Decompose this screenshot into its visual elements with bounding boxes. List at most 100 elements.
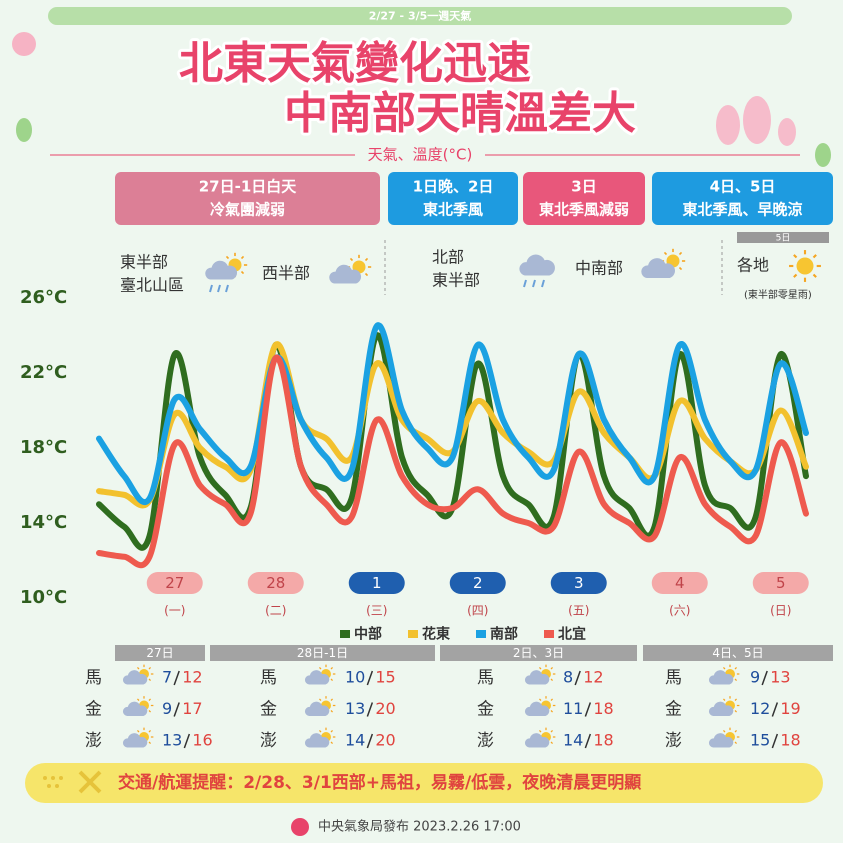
notice: 交通/航運提醒：2/28、3/1西部+馬祖，易霧/低雲，夜晚清晨更明顯 [118,772,641,793]
notice-icon [43,776,63,788]
legend-label: 花東 [422,626,450,643]
temp-high: 20 [375,731,395,750]
temp-slash [173,670,180,686]
title-line: 北東天氣變化迅速 [179,38,531,89]
temp-slash [366,733,374,749]
temp-low: 13 [162,731,182,750]
region: 各地 [737,256,769,275]
day-weekday: (二) [265,604,286,618]
region: 北部 [432,248,464,267]
island-name: 澎 [477,731,494,751]
day-pill [752,572,809,594]
legend-swatch [476,630,486,638]
y-tick-label: 14°C [20,512,67,533]
notice-bar [25,763,823,803]
island-name: 金 [477,700,494,720]
legend-label: 中部 [354,626,382,643]
region: 西半部 [262,264,310,283]
island-name: 馬 [477,668,494,688]
temp-slash [584,702,592,717]
y-tick-label: 10°C [20,587,67,608]
temp-high: 16 [192,731,212,750]
period-box [388,172,518,225]
group-header-text: 4日、5日 [712,646,763,660]
region: 東半部 [432,271,480,290]
temp-high: 12 [583,668,603,687]
group-header [643,645,833,661]
subtitle: 天氣、溫度(°C) [368,146,473,164]
day-date: 27 [165,574,184,592]
temp-high: 18 [780,731,800,750]
temp-high: 17 [182,699,202,718]
logo [291,818,309,836]
temp-slash [183,733,191,749]
temp-slash [366,670,374,686]
day-date: 28 [266,574,285,592]
temp-slash [366,702,374,717]
period-label: 27日-1日白天 [199,178,298,196]
day-weekday: (六) [669,604,690,618]
period-pill [48,7,792,25]
island-name: 金 [665,700,682,720]
legend-swatch [544,630,554,638]
period-text: 2/27 - 3/5一週天氣 [369,9,472,23]
island-name: 馬 [85,668,102,688]
legend-label: 南部 [490,626,518,643]
day-weekday: (一) [164,604,185,618]
series-line [96,354,809,569]
title-line: 中南部天晴溫差大 [284,88,636,139]
day-date: 1 [372,574,382,592]
tag: 5日 [776,233,791,244]
region: 東半部 [120,253,168,272]
period-label: 3日 [571,178,596,196]
day-pill [449,572,506,594]
region: 臺北山區 [120,276,184,295]
island-name: 金 [85,700,102,720]
weather-row: 東半部 臺北山區 西半部 北部 東半部 中南部 5日 各地 (東半部零星雨) [120,232,829,301]
island-name: 澎 [260,731,277,751]
period-text: 東北季風減弱 [539,201,629,219]
y-tick-label: 22°C [20,362,67,383]
notice-icon [78,770,102,794]
footer: 中央氣象局發布 2023.2.26 17:00 [318,820,521,835]
y-tick-label: 18°C [20,437,67,458]
period-text: 東北季風 [423,201,483,219]
period-box [115,172,380,225]
period-text: 冷氣團減弱 [210,201,285,219]
temp-high: 15 [375,668,395,687]
temp-low: 9 [162,699,172,718]
day-pill [651,572,708,594]
day-weekday: (五) [568,604,589,618]
temp-low: 11 [563,699,583,718]
temp-slash [761,670,768,686]
day-pill [348,572,405,594]
temp-slash [173,702,180,717]
island-name: 馬 [665,668,682,688]
decoration [12,32,831,167]
period-box [523,172,645,225]
period-label: 4日、5日 [710,178,776,196]
temp-slash [574,670,581,686]
temp-low: 12 [750,699,770,718]
temp-low: 14 [563,731,583,750]
island-name: 澎 [665,731,682,751]
island-name: 金 [260,700,277,720]
day-pill [247,572,304,594]
group-header-text: 27日 [146,646,173,660]
temp-high: 18 [593,731,613,750]
temp-low: 15 [750,731,770,750]
period-label: 1日晚、2日 [413,178,494,196]
island-name: 馬 [260,668,277,688]
day-pill [550,572,607,594]
temp-high: 13 [770,668,790,687]
region: 中南部 [575,259,623,278]
subtitle-bg [355,145,485,165]
temp-slash [584,733,592,749]
group-header [210,645,435,661]
temp-low: 8 [563,668,573,687]
temp-high: 18 [593,699,613,718]
period-text: 東北季風、早晚涼 [682,201,802,219]
series-line [96,332,809,551]
